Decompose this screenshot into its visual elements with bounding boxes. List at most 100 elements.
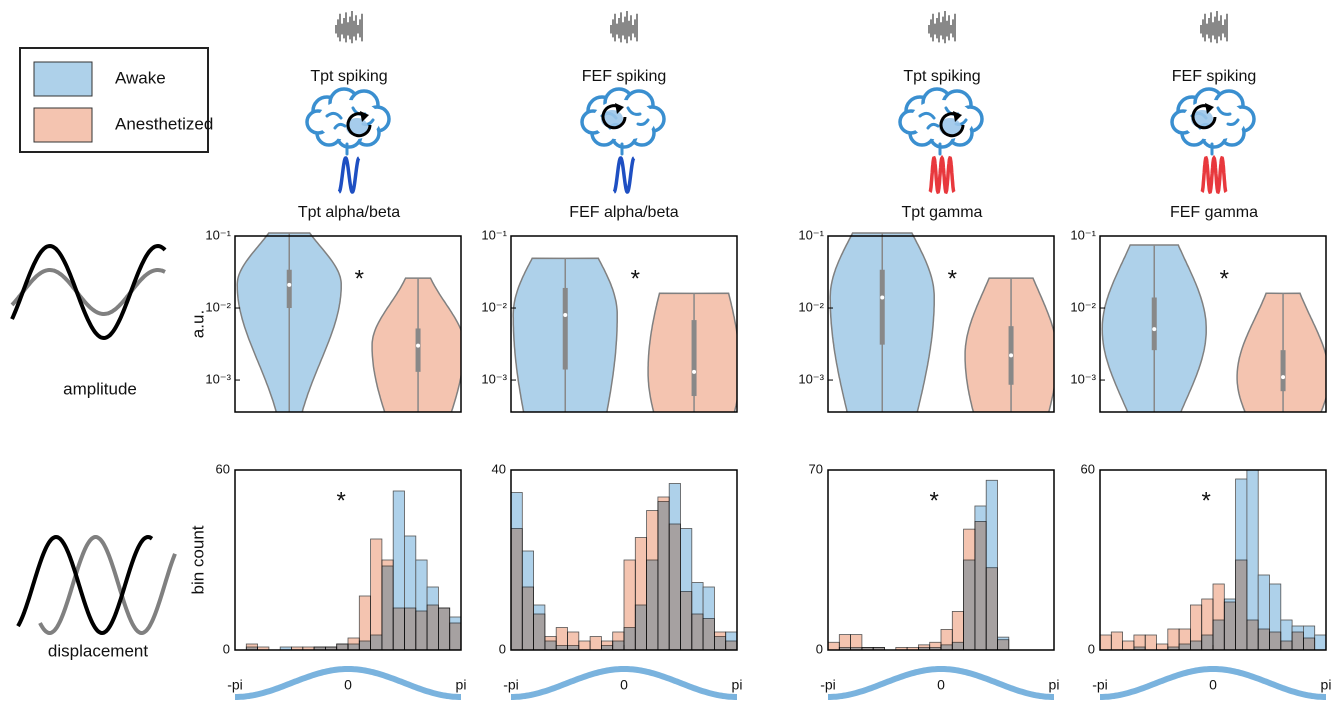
x-tick-label: pi — [1321, 677, 1332, 693]
band-wave — [614, 158, 634, 192]
histogram-bar — [930, 642, 941, 650]
histogram-bar — [438, 608, 449, 650]
spiking-label: Tpt spiking — [310, 68, 387, 85]
y-axis-label: a.u. — [188, 310, 207, 338]
histogram-bar — [371, 539, 382, 650]
significance-marker: * — [1202, 487, 1211, 514]
axes-box — [828, 470, 1054, 650]
band-wave — [1202, 158, 1226, 192]
histogram-bar — [1281, 641, 1292, 650]
y-tick-label: 10⁻¹ — [205, 227, 231, 242]
histogram-bar — [1315, 635, 1326, 650]
histogram-bar — [1292, 632, 1303, 650]
bar-group — [511, 484, 737, 651]
histogram-bar — [669, 524, 680, 650]
histogram-bar — [1157, 644, 1168, 650]
violin-box — [563, 288, 568, 370]
amplitude-wave — [12, 270, 165, 314]
y-tick-label: 10⁻³ — [205, 371, 231, 386]
y-tick-label: 70 — [809, 461, 823, 476]
spiking-label: FEF spiking — [582, 68, 666, 85]
band-label: FEF alpha/beta — [569, 204, 679, 221]
histogram-bar — [534, 614, 545, 650]
histogram-bar — [405, 608, 416, 650]
histogram-bar — [624, 560, 635, 650]
violin-median — [287, 283, 291, 287]
histogram-bar — [590, 637, 601, 651]
histogram-bar — [647, 511, 658, 651]
significance-marker: * — [631, 265, 640, 292]
histogram-bar — [941, 629, 952, 650]
bar-group — [828, 480, 1009, 650]
y-tick-label: 0 — [816, 641, 823, 656]
histogram-bar — [450, 623, 461, 650]
legend-label: Awake — [115, 68, 166, 87]
illustration-label: amplitude — [63, 379, 137, 398]
histogram-bar — [703, 619, 714, 651]
y-tick-label: 10⁻³ — [481, 371, 507, 386]
violin-box — [416, 328, 421, 371]
histogram-bar — [348, 638, 359, 650]
violin-median — [1152, 327, 1156, 331]
histogram-bar — [613, 632, 624, 650]
violin-box — [1281, 350, 1286, 391]
legend-swatch — [34, 108, 92, 142]
x-tick-label: 0 — [620, 677, 628, 693]
spiking-label: FEF spiking — [1172, 68, 1256, 85]
histogram-bar — [1224, 602, 1235, 650]
histogram-bar — [601, 641, 612, 650]
histogram-bar — [522, 587, 533, 650]
bar-group — [1100, 455, 1326, 650]
significance-marker: * — [948, 265, 957, 292]
histogram-bar — [714, 632, 725, 650]
histogram-bar — [1145, 635, 1156, 650]
y-tick-label: 10⁻² — [798, 299, 824, 314]
y-tick-label: 0 — [499, 641, 506, 656]
band-wave — [930, 158, 954, 192]
histogram-bar — [681, 592, 692, 651]
histogram-bar — [1270, 632, 1281, 650]
histogram-bar — [692, 614, 703, 650]
violin-group — [1102, 245, 1329, 414]
y-tick-label: 10⁻¹ — [481, 227, 507, 242]
significance-marker: * — [930, 487, 939, 514]
violin-box — [287, 270, 292, 308]
histogram-bar — [658, 497, 669, 650]
histogram-bar — [635, 538, 646, 651]
y-tick-label: 10⁻² — [481, 299, 507, 314]
band-label: Tpt gamma — [902, 204, 983, 221]
y-tick-label: 10⁻¹ — [1070, 227, 1096, 242]
x-tick-label: 0 — [344, 677, 352, 693]
legend-label: Anesthetized — [115, 114, 213, 133]
histogram-bar — [1111, 632, 1122, 650]
violin-median — [416, 344, 420, 348]
histogram-bar — [1236, 560, 1247, 650]
violin-group — [513, 258, 740, 414]
x-tick-label: -pi — [503, 677, 519, 693]
histogram-bar — [975, 521, 986, 650]
histogram-bar — [556, 628, 567, 651]
histogram-bar — [359, 596, 370, 650]
histogram-bar — [918, 645, 929, 650]
violin-median — [563, 313, 567, 317]
violin-median — [692, 370, 696, 374]
x-tick-label: pi — [1049, 677, 1060, 693]
y-tick-label: 0 — [223, 641, 230, 656]
amplitude-wave — [12, 246, 165, 338]
histogram-bar — [416, 611, 427, 650]
histogram-bar — [246, 644, 257, 650]
violin-group — [237, 233, 464, 414]
histogram-bar — [998, 640, 1009, 650]
histogram-bar — [1303, 638, 1314, 650]
histogram-bar — [828, 642, 839, 650]
histogram-bar — [1258, 629, 1269, 650]
histogram-bar — [1123, 641, 1134, 650]
histogram-bar — [511, 529, 522, 651]
histogram-bar — [579, 641, 590, 650]
violin-median — [880, 295, 884, 299]
y-tick-label: 10⁻¹ — [798, 227, 824, 242]
histogram-bar — [393, 608, 404, 650]
histogram-bar — [1100, 635, 1111, 650]
y-tick-label: 10⁻³ — [1070, 371, 1096, 386]
histogram-bar — [952, 611, 963, 650]
